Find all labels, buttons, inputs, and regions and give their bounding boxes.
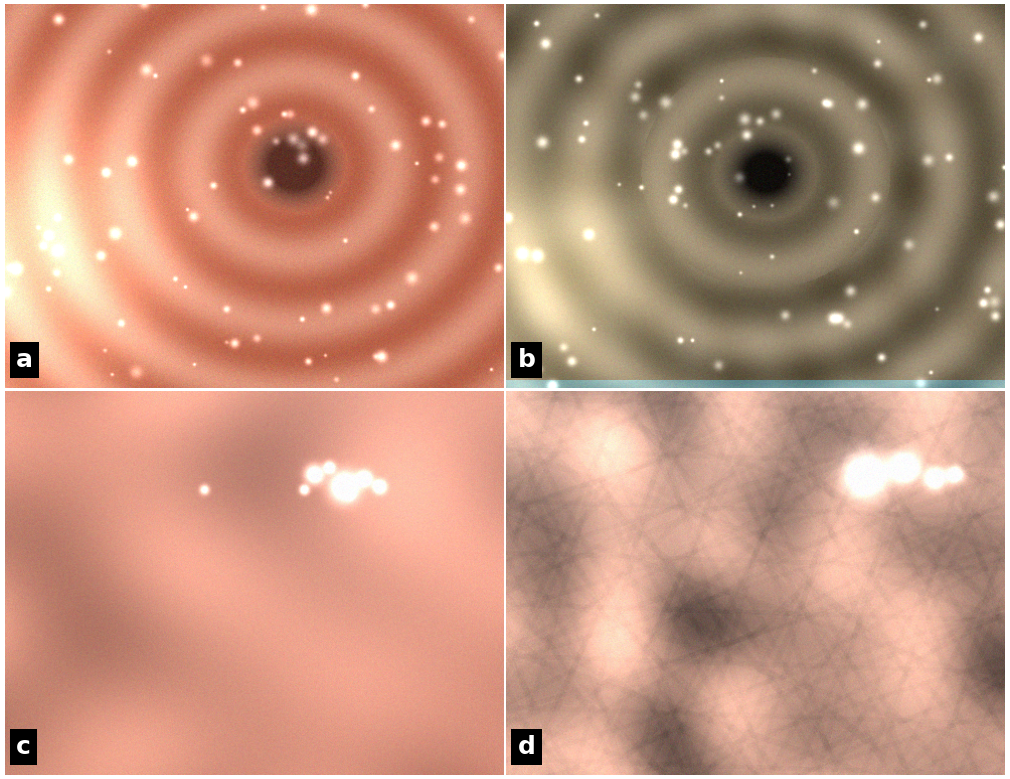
Text: b: b [517,348,535,372]
Text: c: c [16,735,31,759]
Text: d: d [517,735,535,759]
Text: a: a [16,348,33,372]
